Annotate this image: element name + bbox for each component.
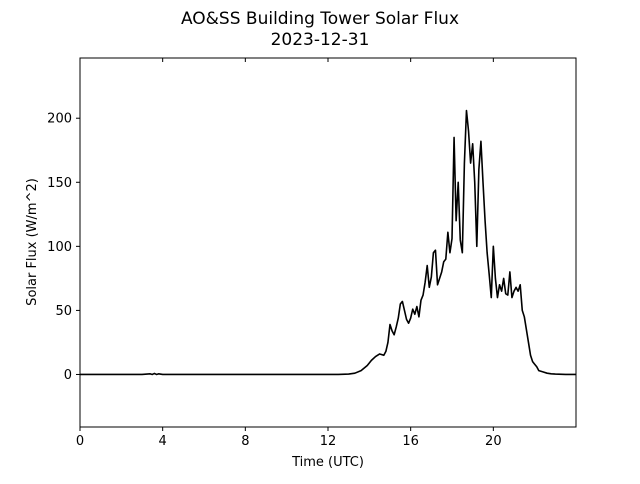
x-tick-label-0: 0 bbox=[76, 434, 84, 449]
y-tick-label-0: 0 bbox=[64, 368, 72, 383]
y-tick-label-4: 200 bbox=[47, 112, 72, 127]
x-tick-label-1: 4 bbox=[159, 434, 167, 449]
chart-subtitle: 2023-12-31 bbox=[271, 30, 370, 50]
x-tick-label-2: 8 bbox=[241, 434, 249, 449]
x-tick-label-5: 20 bbox=[485, 434, 502, 449]
x-tick-label-3: 12 bbox=[320, 434, 337, 449]
y-tick-label-1: 50 bbox=[55, 304, 72, 319]
chart-title: AO&SS Building Tower Solar Flux bbox=[181, 9, 459, 29]
plot-area bbox=[80, 109, 576, 376]
series-line-0 bbox=[80, 109, 576, 376]
x-tick-label-4: 16 bbox=[402, 434, 419, 449]
y-tick-label-3: 150 bbox=[47, 176, 72, 191]
y-axis-label: Solar Flux (W/m^2) bbox=[25, 178, 40, 306]
plot-frame bbox=[79, 57, 577, 428]
y-tick-label-2: 100 bbox=[47, 240, 72, 255]
x-axis-label: Time (UTC) bbox=[291, 455, 364, 470]
